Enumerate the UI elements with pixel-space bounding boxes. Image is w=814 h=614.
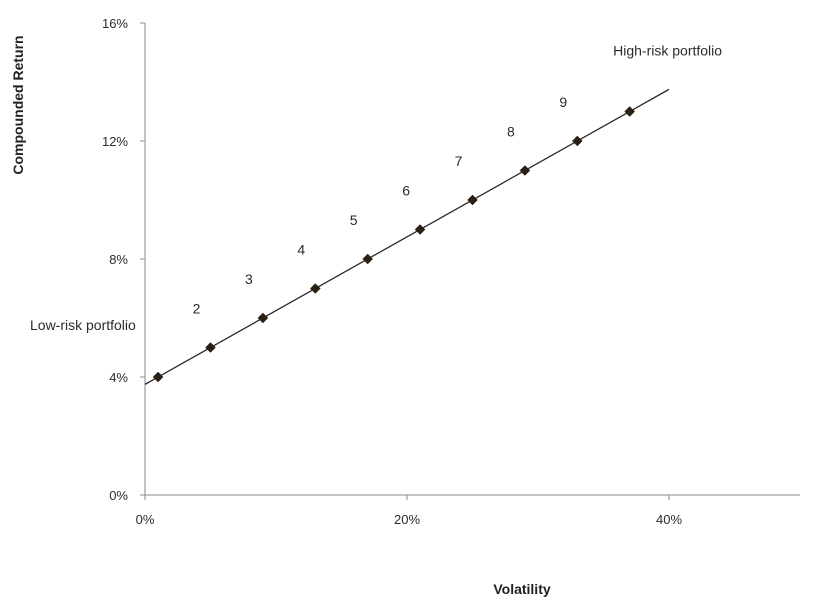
trendline-group — [144, 88, 670, 385]
data-point — [205, 342, 216, 353]
ticks: 0% 4% 8% 12% 16% 0% 20% 40% — [102, 16, 682, 527]
annotation-label: High-risk portfolio — [613, 42, 722, 58]
trendline — [144, 88, 670, 385]
annotations-group: Low-risk portfolio High-risk portfolio — [30, 42, 722, 332]
data-point-label: 8 — [507, 124, 515, 140]
data-point-label: 9 — [559, 94, 567, 110]
y-tick-label: 8% — [109, 252, 128, 267]
data-point — [362, 253, 374, 265]
axes — [144, 23, 800, 496]
data-point — [467, 194, 478, 206]
x-axis-title: Volatility — [493, 581, 551, 597]
data-point-label: 4 — [297, 242, 305, 258]
annotation-label: Low-risk portfolio — [30, 317, 136, 333]
x-tick-label: 0% — [136, 512, 155, 527]
data-point — [152, 371, 164, 383]
y-tick-label: 16% — [102, 16, 128, 31]
data-point — [414, 224, 426, 235]
data-point — [309, 283, 321, 294]
data-point — [571, 135, 583, 147]
y-tick-label: 4% — [109, 370, 128, 385]
y-tick-label: 0% — [109, 488, 128, 503]
data-point — [624, 106, 636, 117]
x-tick-label: 20% — [394, 512, 420, 527]
points-group — [152, 106, 636, 383]
point-labels-group: 2 3 4 5 6 7 8 9 — [193, 94, 568, 317]
data-point — [257, 312, 269, 324]
y-axis-title: Compounded Return — [10, 35, 26, 174]
y-tick-label: 12% — [102, 134, 128, 149]
x-tick-label: 40% — [656, 512, 682, 527]
data-point — [519, 165, 531, 176]
data-point-label: 6 — [402, 183, 410, 199]
data-point-label: 5 — [350, 212, 358, 228]
data-point-label: 7 — [455, 153, 463, 169]
data-point-label: 2 — [193, 301, 201, 317]
data-point-label: 3 — [245, 271, 253, 287]
